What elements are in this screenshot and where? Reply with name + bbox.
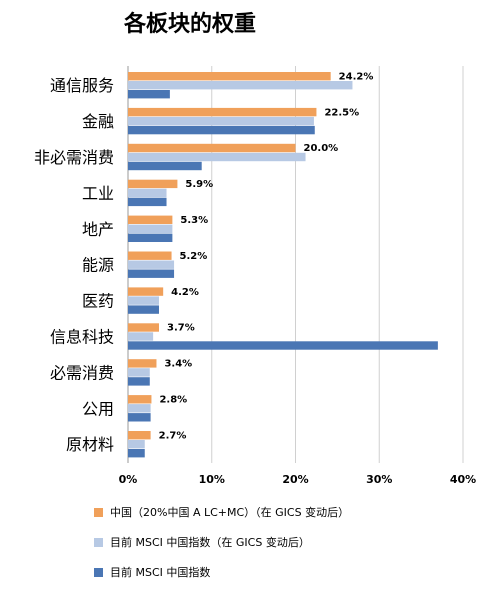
category-label-0: 通信服务 (50, 76, 114, 95)
data-label-s1-7: 3.7% (167, 323, 195, 334)
bar-s2-3 (128, 188, 167, 198)
legend: 中国（20%中国 A LC+MC）（在 GICS 变动后） 目前 MSCI 中国… (94, 505, 484, 595)
data-label-s1-2: 20.0% (304, 143, 339, 154)
labels-layer: 0% 10% 20% 30% 40% 通信服务 24.2% 金融 22.5% 非必需消费 20.0%… (34, 71, 476, 486)
bar-s2-5 (128, 260, 175, 269)
legend-swatch-series-3 (94, 567, 103, 577)
bar-s2-10 (128, 440, 145, 449)
bar-s3-7 (128, 341, 438, 350)
bar-s1-6 (128, 287, 164, 296)
bar-s1-4 (128, 215, 173, 224)
bar-s1-8 (128, 359, 157, 368)
category-label-4: 地产 (82, 220, 114, 239)
data-label-s1-6: 4.2% (171, 287, 199, 298)
data-label-s1-5: 5.2% (180, 251, 208, 262)
bar-s3-8 (128, 377, 150, 386)
data-label-s1-4: 5.3% (180, 215, 208, 226)
category-label-3: 工业 (82, 184, 114, 203)
bar-s2-1 (128, 116, 314, 126)
category-label-9: 公用 (82, 399, 114, 418)
legend-item-series-2: 目前 MSCI 中国指数（在 GICS 变动后） (94, 535, 484, 549)
x-tick-label-30: 30% (366, 473, 392, 486)
bar-s1-2 (128, 143, 296, 153)
bar-s3-0 (128, 90, 170, 99)
category-label-8: 必需消费 (50, 363, 114, 382)
bar-chart: 0% 10% 20% 30% 40% 通信服务 24.2% 金融 22.5% 非必需消费 20.0%… (34, 66, 476, 486)
bar-s1-9 (128, 395, 152, 404)
legend-item-series-1: 中国（20%中国 A LC+MC）（在 GICS 变动后） (94, 505, 484, 519)
legend-label-series-1: 中国（20%中国 A LC+MC）（在 GICS 变动后） (110, 506, 350, 519)
x-tick-label-10: 10% (199, 473, 225, 486)
data-label-s1-0: 24.2% (339, 71, 374, 82)
data-label-s1-1: 22.5% (324, 107, 359, 118)
category-label-10: 原材料 (66, 435, 114, 454)
legend-swatch-series-1 (94, 507, 103, 517)
x-tick-label-40: 40% (450, 473, 476, 486)
x-tick-label-0: 0% (119, 473, 138, 486)
category-label-2: 非必需消费 (34, 148, 114, 167)
bar-s1-3 (128, 179, 178, 189)
bar-s3-4 (128, 233, 173, 242)
bar-s2-0 (128, 81, 353, 90)
bar-s1-7 (128, 323, 159, 332)
data-label-s1-10: 2.7% (159, 430, 187, 441)
bar-s2-6 (128, 296, 159, 305)
legend-label-series-3: 目前 MSCI 中国指数 (110, 566, 211, 579)
data-label-s1-9: 2.8% (159, 395, 187, 406)
bar-s3-10 (128, 449, 145, 458)
legend-label-series-2: 目前 MSCI 中国指数（在 GICS 变动后） (110, 536, 310, 549)
legend-swatch-series-2 (94, 537, 103, 547)
bars-layer (128, 72, 438, 458)
category-label-5: 能源 (82, 256, 114, 275)
category-label-6: 医药 (82, 292, 114, 311)
x-tick-label-20: 20% (282, 473, 308, 486)
bar-s2-7 (128, 332, 154, 341)
legend-item-series-3: 目前 MSCI 中国指数 (94, 565, 484, 579)
bar-s1-10 (128, 431, 151, 440)
bar-s1-0 (128, 72, 331, 81)
bar-s2-4 (128, 224, 173, 233)
bar-s2-9 (128, 404, 151, 413)
bar-s1-5 (128, 251, 172, 260)
bar-s2-2 (128, 152, 306, 162)
bar-s1-1 (128, 107, 317, 117)
bar-s3-1 (128, 125, 315, 135)
chart-title: 各板块的权重 (123, 12, 256, 37)
bar-s2-8 (128, 368, 150, 377)
data-label-s1-3: 5.9% (185, 179, 213, 190)
bar-s3-9 (128, 413, 151, 422)
data-label-s1-8: 3.4% (164, 359, 192, 370)
category-label-7: 信息科技 (50, 328, 114, 347)
category-label-1: 金融 (82, 112, 114, 131)
bar-s3-5 (128, 269, 175, 278)
bar-s3-2 (128, 161, 202, 171)
bar-s3-6 (128, 305, 159, 314)
bar-s3-3 (128, 197, 167, 207)
